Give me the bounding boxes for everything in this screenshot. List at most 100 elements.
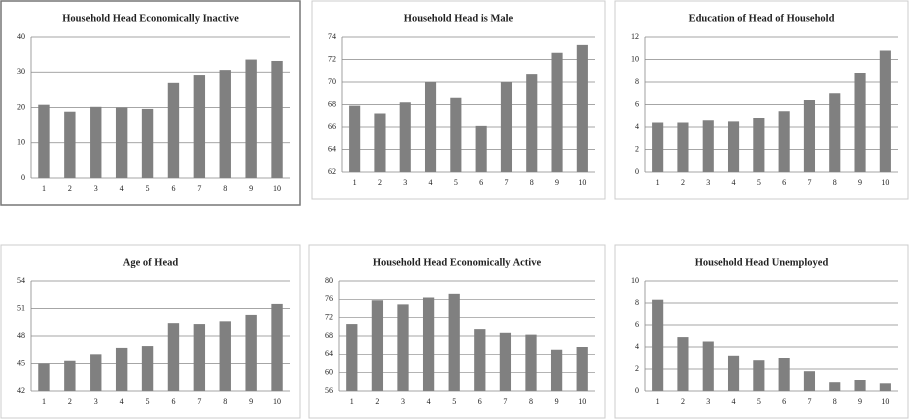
y-tick-label: 60 (325, 367, 333, 376)
y-tick-label: 62 (328, 167, 336, 176)
x-tick-label: 9 (249, 397, 253, 406)
bar (141, 108, 154, 178)
y-tick-label: 51 (17, 303, 25, 312)
y-tick-label: 72 (328, 54, 336, 63)
x-tick-label: 10 (578, 178, 586, 187)
x-tick-label: 6 (171, 397, 175, 406)
bar (422, 297, 435, 391)
y-tick-label: 40 (17, 32, 25, 41)
y-tick-label: 72 (325, 312, 333, 321)
bar (753, 360, 765, 391)
y-tick-label: 2 (635, 144, 639, 153)
y-tick-label: 10 (631, 276, 639, 285)
y-tick-label: 6 (635, 99, 639, 108)
y-tick-label: 2 (635, 364, 639, 373)
x-tick-label: 7 (807, 397, 811, 406)
x-tick-label: 1 (656, 178, 660, 187)
x-tick-label: 5 (452, 397, 456, 406)
y-tick-label: 74 (328, 32, 336, 41)
y-tick-label: 68 (325, 331, 333, 340)
bar (727, 121, 740, 172)
bar (499, 332, 512, 391)
bar (397, 304, 409, 391)
bar (271, 60, 283, 178)
chart-title: Household Head is Male (404, 13, 514, 24)
x-tick-label: 10 (273, 184, 281, 193)
bar (38, 363, 50, 391)
y-tick-label: 0 (635, 386, 639, 395)
y-tick-label: 42 (17, 386, 25, 395)
bar (803, 371, 816, 391)
x-tick-label: 6 (782, 178, 786, 187)
bar (374, 113, 386, 172)
x-tick-label: 4 (429, 178, 433, 187)
x-tick-label: 1 (353, 178, 357, 187)
bar (474, 329, 486, 391)
bar (450, 97, 462, 172)
x-tick-label: 3 (94, 397, 98, 406)
y-tick-label: 76 (325, 294, 333, 303)
x-tick-label: 3 (403, 178, 407, 187)
bar (64, 360, 76, 391)
y-tick-label: 45 (17, 358, 25, 367)
x-tick-label: 1 (42, 397, 46, 406)
y-tick-label: 8 (635, 298, 639, 307)
x-tick-label: 7 (807, 178, 811, 187)
x-tick-label: 8 (833, 178, 837, 187)
x-tick-label: 1 (350, 397, 354, 406)
x-tick-label: 9 (858, 397, 862, 406)
bar (115, 347, 128, 391)
x-tick-label: 7 (503, 397, 507, 406)
bar (829, 382, 841, 391)
bar (525, 334, 537, 391)
bar (245, 314, 257, 391)
x-tick-label: 5 (757, 178, 761, 187)
chart-title: Education of Head of Household (689, 13, 835, 24)
bar (475, 125, 487, 172)
bar (193, 324, 206, 391)
bar (551, 52, 563, 172)
x-tick-label: 10 (578, 397, 586, 406)
x-tick-label: 4 (732, 397, 736, 406)
y-tick-label: 0 (21, 173, 25, 182)
bar (778, 358, 790, 391)
bar (424, 82, 437, 172)
x-tick-label: 7 (197, 184, 201, 193)
y-tick-label: 12 (631, 32, 639, 41)
y-tick-label: 10 (631, 54, 639, 63)
x-tick-label: 4 (120, 184, 124, 193)
y-tick-label: 20 (17, 102, 25, 111)
bar (576, 44, 588, 172)
y-tick-label: 70 (328, 77, 336, 86)
x-tick-label: 8 (223, 397, 227, 406)
chart-title: Age of Head (123, 257, 179, 268)
x-tick-label: 2 (378, 178, 382, 187)
chart-title: Household Head Economically Active (373, 257, 542, 268)
bar (167, 323, 180, 391)
bar (526, 74, 538, 172)
x-tick-label: 8 (529, 397, 533, 406)
y-tick-label: 30 (17, 67, 25, 76)
x-tick-label: 3 (401, 397, 405, 406)
chart-title: Household Head Economically Inactive (62, 13, 239, 24)
bar (803, 100, 816, 172)
bar (167, 82, 180, 178)
x-tick-label: 6 (782, 397, 786, 406)
bar (371, 300, 384, 391)
bar (702, 120, 714, 172)
bar (854, 380, 866, 391)
y-tick-label: 48 (17, 331, 25, 340)
bar (64, 111, 76, 178)
x-tick-label: 9 (555, 178, 559, 187)
y-tick-label: 54 (17, 276, 25, 285)
bar (652, 299, 664, 391)
bar (500, 82, 513, 172)
y-tick-label: 66 (328, 122, 336, 131)
bar (219, 70, 231, 178)
x-tick-label: 6 (479, 178, 483, 187)
bar (38, 104, 50, 178)
x-tick-label: 9 (555, 397, 559, 406)
bar (576, 347, 588, 391)
